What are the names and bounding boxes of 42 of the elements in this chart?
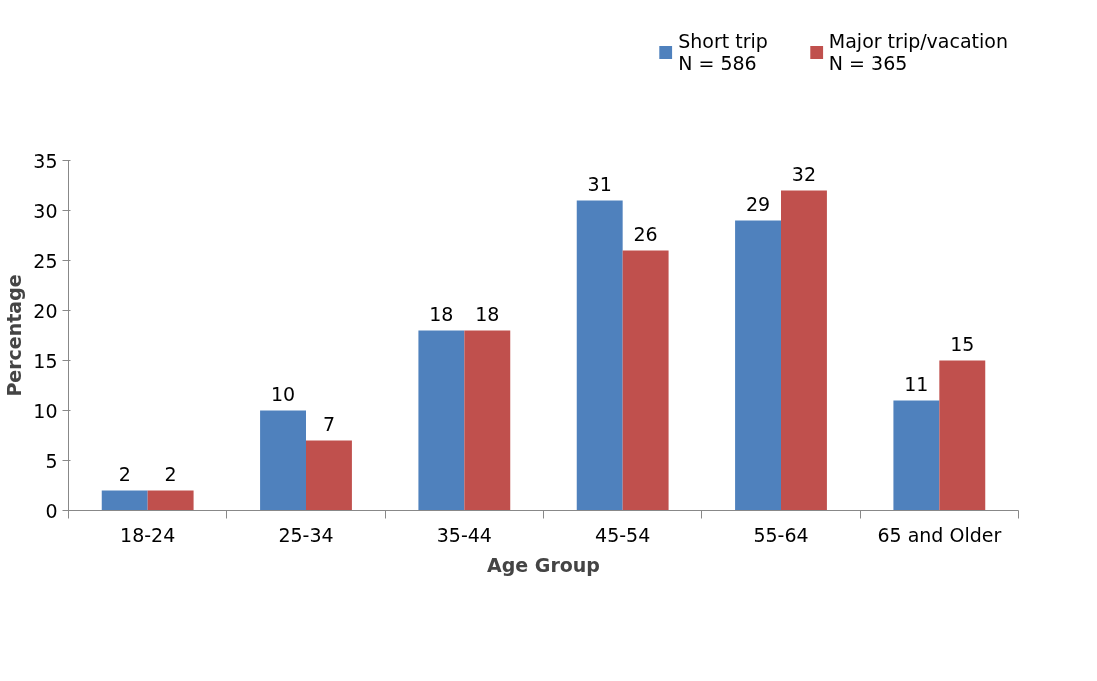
x-axis-title: Age Group xyxy=(487,553,600,576)
y-tick-label: 20 xyxy=(33,299,58,322)
y-tick-label: 30 xyxy=(33,199,58,222)
bar xyxy=(147,490,194,511)
bar xyxy=(939,360,986,511)
data-label: 7 xyxy=(322,412,336,435)
bar xyxy=(101,490,148,511)
x-tick-label: 65 and Older xyxy=(877,523,1002,546)
bar xyxy=(781,190,827,511)
bar xyxy=(418,330,465,511)
y-tick-label: 5 xyxy=(45,449,58,472)
data-label: 2 xyxy=(118,462,131,485)
bar xyxy=(260,410,306,511)
data-label: 32 xyxy=(791,162,817,185)
data-label: 15 xyxy=(950,332,975,355)
x-tick-label: 45-54 xyxy=(595,523,651,546)
y-tick-label: 35 xyxy=(33,149,58,172)
bar xyxy=(735,220,781,511)
x-tick-label: 25-34 xyxy=(278,523,334,546)
x-tick-label: 18-24 xyxy=(120,523,176,546)
data-label: 11 xyxy=(904,372,929,395)
data-label: 29 xyxy=(745,192,771,215)
data-label: 10 xyxy=(270,382,296,405)
x-tick-label: 35-44 xyxy=(436,523,492,546)
bar xyxy=(464,330,511,511)
legend-label: Major trip/vacation N = 365 xyxy=(828,30,1008,74)
y-tick-label: 15 xyxy=(33,349,58,372)
data-label: 26 xyxy=(633,222,658,245)
bar xyxy=(306,440,352,511)
y-tick-label: 10 xyxy=(33,399,58,422)
legend-label: Short trip N = 586 xyxy=(678,30,768,74)
data-label: 31 xyxy=(587,172,612,195)
y-tick-label: 25 xyxy=(33,249,58,272)
y-tick-label: 0 xyxy=(45,499,58,522)
x-tick-label: 55-64 xyxy=(753,523,809,546)
bar xyxy=(576,200,623,511)
y-axis-title: Percentage xyxy=(3,274,26,397)
data-label: 18 xyxy=(429,302,454,325)
data-label: 2 xyxy=(164,462,177,485)
data-label: 18 xyxy=(475,302,500,325)
bar xyxy=(893,400,940,511)
bar xyxy=(622,250,669,511)
